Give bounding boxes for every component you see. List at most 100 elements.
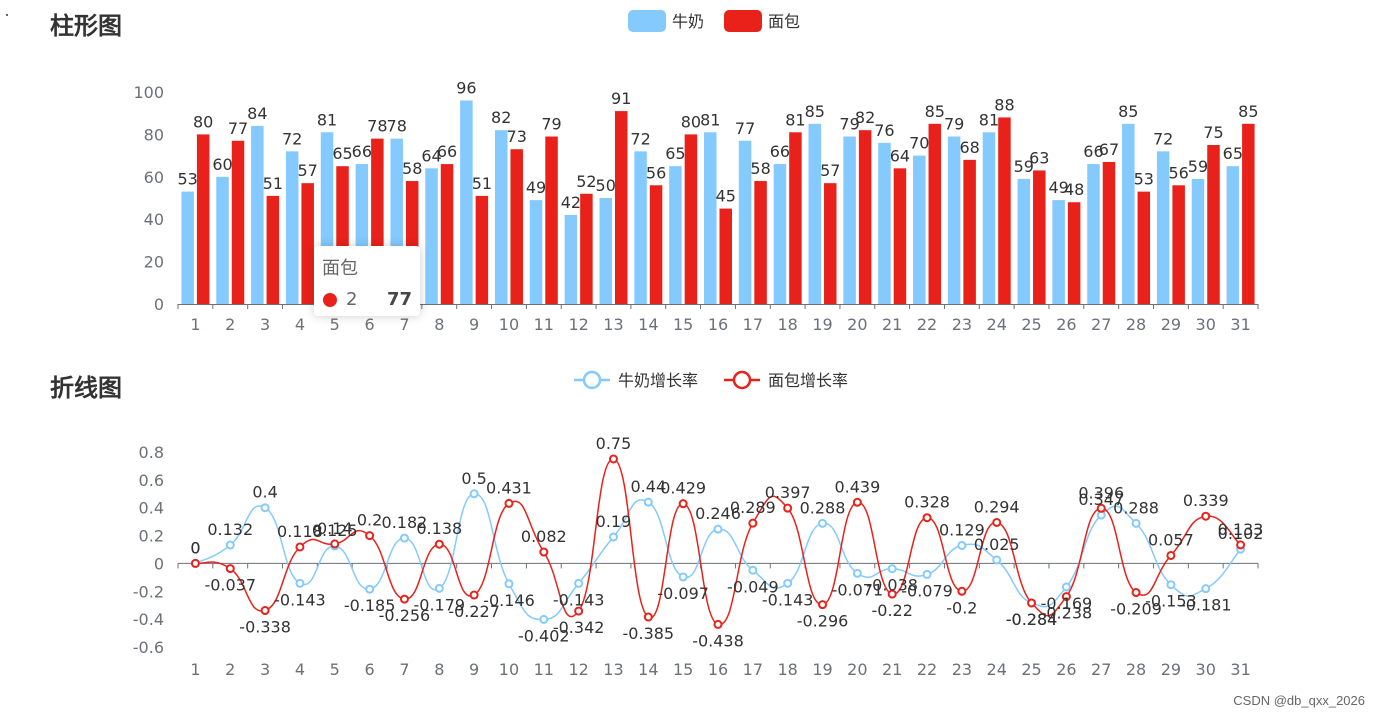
bar-bread (1207, 145, 1220, 304)
bar-value-label: 57 (298, 161, 318, 180)
point-value-label: 0.439 (834, 477, 880, 496)
bar-bread (196, 134, 210, 304)
bar-bread (580, 193, 593, 304)
bar-bread (719, 208, 732, 304)
point-value-label: 0.132 (207, 520, 253, 539)
point-value-label: 0.118 (277, 522, 323, 541)
x-tick-label: 31 (1230, 315, 1250, 334)
point-value-label: 0.246 (695, 504, 741, 523)
x-tick-label: 16 (708, 315, 728, 334)
point-value-label: -0.181 (1180, 596, 1232, 615)
point-milk (783, 578, 793, 588)
x-tick-label: 15 (673, 315, 693, 334)
x-tick-label: 18 (777, 660, 797, 679)
legend-label-2: 面包 (768, 12, 800, 31)
x-tick-label: 10 (499, 660, 519, 679)
point-value-label: -0.342 (553, 618, 605, 637)
bar-value-label: 66 (352, 142, 372, 161)
x-tick-label: 30 (1196, 315, 1216, 334)
bar-value-label: 91 (611, 89, 631, 108)
point-value-label: -0.209 (1110, 600, 1162, 619)
point-bread (748, 518, 758, 528)
tooltip-value: 77 (386, 289, 412, 310)
point-bread (190, 558, 200, 568)
legend-label-2: 面包增长率 (768, 371, 848, 390)
bar-bread (440, 164, 454, 304)
point-value-label: -0.143 (762, 590, 814, 609)
point-value-label: -0.071 (832, 580, 884, 599)
point-bread (1201, 511, 1211, 521)
point-value-label: 0.133 (1218, 520, 1264, 539)
point-milk (992, 555, 1002, 565)
point-value-label: 0.129 (939, 520, 985, 539)
y-tick-label: 20 (144, 253, 164, 272)
point-milk (1166, 580, 1176, 590)
point-bread (852, 497, 862, 507)
point-value-label: -0.385 (623, 624, 675, 643)
y-tick-label: 0 (154, 295, 164, 314)
bar-value-label: 51 (472, 174, 492, 193)
point-value-label: 0.75 (596, 434, 632, 453)
bar-bread (301, 183, 314, 304)
point-value-label: 0.288 (1113, 498, 1159, 517)
point-value-label: -0.049 (727, 577, 779, 596)
x-tick-label: 15 (673, 660, 693, 679)
point-milk (574, 578, 584, 588)
bar-bread (684, 134, 698, 304)
x-tick-label: 29 (1161, 315, 1181, 334)
point-value-label: -0.153 (1145, 592, 1197, 611)
bar-value-label: 52 (576, 172, 596, 191)
x-tick-label: 14 (638, 315, 658, 334)
point-value-label: 0.4 (252, 483, 277, 502)
y-tick-label: 0 (154, 554, 164, 573)
bar-value-label: 53 (177, 170, 197, 189)
bar-value-label: 68 (959, 138, 979, 157)
x-tick-label: 2 (225, 315, 235, 334)
bar-milk (773, 164, 787, 304)
x-tick-label: 7 (399, 315, 409, 334)
bar-bread (266, 195, 280, 304)
point-value-label: 0.5 (461, 469, 486, 488)
line-chart: 牛奶增长率 面包增长率-0.6-0.4-0.200.20.40.60.81 2 3 4 5… (133, 370, 1264, 679)
point-value-label: -0.296 (797, 612, 849, 631)
bar-milk (1017, 178, 1031, 304)
point-bread (1131, 588, 1141, 598)
x-tick-label: 4 (295, 315, 305, 334)
x-tick-label: 3 (260, 315, 270, 334)
y-tick-label: 0.8 (139, 443, 164, 462)
x-tick-label: 26 (1056, 660, 1076, 679)
point-milk (922, 569, 932, 579)
bar-value-label: 65 (1223, 144, 1243, 163)
point-value-label: -0.2 (946, 598, 977, 617)
x-tick-label: 6 (365, 315, 375, 334)
x-tick-label: 13 (603, 315, 623, 334)
point-value-label: -0.238 (1041, 604, 1093, 623)
legend-label-1: 牛奶 (672, 12, 704, 31)
bar-value-label: 88 (994, 95, 1014, 114)
point-value-label: -0.179 (414, 595, 466, 614)
point-value-label: 0.14 (317, 519, 353, 538)
bar-value-label: 81 (700, 110, 720, 129)
bar-bread (1102, 161, 1116, 304)
x-tick-label: 27 (1091, 315, 1111, 334)
y-tick-label: 0.4 (139, 499, 164, 518)
bar-bread (510, 149, 523, 304)
point-value-label: 0.082 (521, 527, 567, 546)
x-tick-label: 9 (469, 315, 479, 334)
point-value-label: 0.138 (416, 519, 462, 538)
bar-value-label: 82 (491, 108, 511, 127)
point-value-label: 0.44 (631, 477, 667, 496)
x-tick-label: 5 (330, 315, 340, 334)
point-milk (678, 572, 688, 582)
bar-value-label: 49 (526, 178, 546, 197)
y-tick-label: -0.4 (133, 610, 164, 629)
bar-bread (858, 130, 872, 304)
bar-value-label: 67 (1099, 140, 1119, 159)
point-bread (365, 531, 375, 541)
x-tick-label: 2 (225, 660, 235, 679)
bar-value-label: 48 (1064, 180, 1084, 199)
point-value-label: -0.143 (274, 590, 326, 609)
point-bread (1096, 503, 1106, 513)
x-tick-label: 23 (952, 315, 972, 334)
